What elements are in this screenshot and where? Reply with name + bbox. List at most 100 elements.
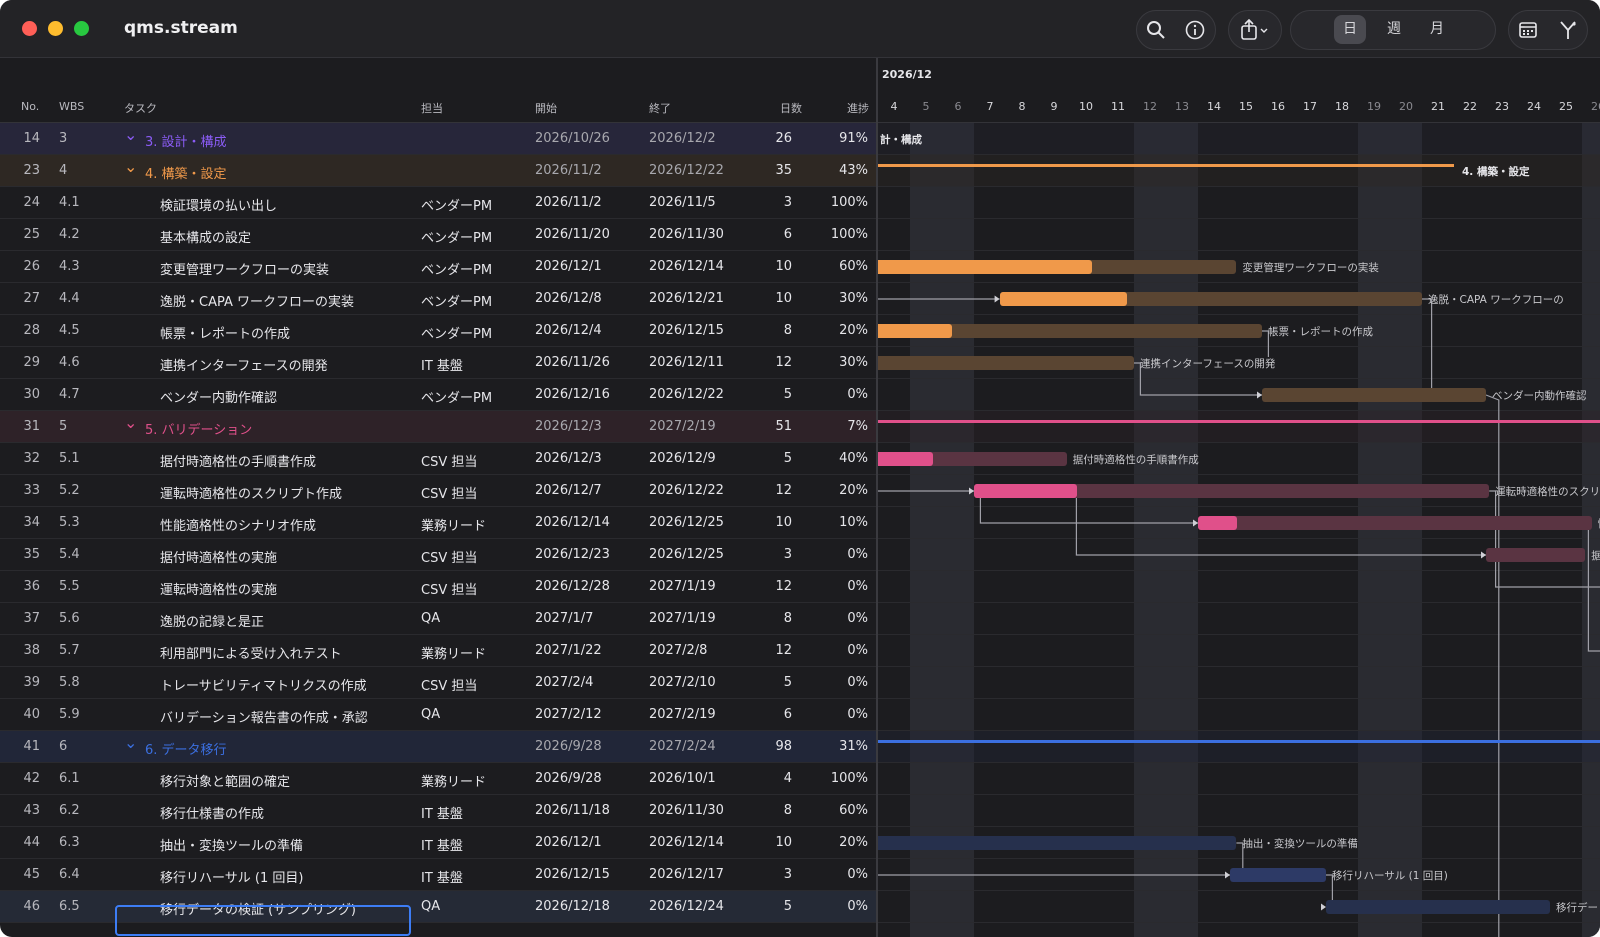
task-bar-label: 据付時適格性の手順書作成 (1072, 454, 1199, 466)
owner: CSV 担当 (421, 583, 478, 598)
chevron-down-icon[interactable]: ⌄ (124, 125, 138, 144)
task-row[interactable]: 40 5.9 バリデーション報告書の作成・承認 QA 2027/2/12 2027/2/1… (0, 699, 876, 731)
calendar-icon[interactable] (1513, 15, 1543, 45)
view-day-button[interactable]: 日 (1334, 15, 1366, 44)
task-row[interactable]: 32 5.1 据付時適格性の手順書作成 CSV 担当 2026/12/3 2026/12/… (0, 443, 876, 475)
task-name[interactable]: 逸脱の記録と是正 (160, 615, 265, 630)
task-bar[interactable] (974, 484, 1490, 498)
task-name[interactable]: 移行リハーサル (1 回目) (160, 871, 304, 886)
end-date: 2026/12/17 (649, 867, 724, 882)
task-row[interactable]: 38 5.7 利用部門による受け入れテスト 業務リード 2027/1/22 2027/2/… (0, 635, 876, 667)
task-bar[interactable] (1486, 548, 1586, 562)
task-row[interactable]: 36 5.5 運転時適格性の実施 CSV 担当 2026/12/28 2027/1/19 1… (0, 571, 876, 603)
group-row[interactable]: 23 4 4. 構築・設定 2026/11/2 2026/12/22 35 43% ⌄ (0, 155, 876, 187)
close-window-button[interactable] (22, 21, 37, 36)
task-bar[interactable] (1326, 900, 1550, 914)
zoom-window-button[interactable] (74, 21, 89, 36)
task-row[interactable]: 29 4.6 連携インターフェースの開発 IT 基盤 2026/11/26 2026/12… (0, 347, 876, 379)
branch-icon[interactable] (1553, 15, 1583, 45)
task-name[interactable]: トレーサビリティマトリクスの作成 (160, 679, 367, 694)
group-row[interactable]: 41 6 6. データ移行 2026/9/28 2027/2/24 98 31% ⌄ (0, 731, 876, 763)
group-row[interactable]: 31 5 5. バリデーション 2026/12/3 2027/2/19 51 7% ⌄ (0, 411, 876, 443)
task-row[interactable]: 43 6.2 移行仕様書の作成 IT 基盤 2026/11/18 2026/11/30 8 6… (0, 795, 876, 827)
task-bar[interactable] (878, 260, 1237, 274)
col-days[interactable]: 日数 (780, 102, 802, 115)
task-row[interactable]: 27 4.4 逸脱・CAPA ワークフローの実装 ベンダーPM 2026/12/8 202… (0, 283, 876, 315)
task-name[interactable]: 変更管理ワークフローの実装 (160, 263, 330, 278)
chevron-down-icon[interactable]: ⌄ (124, 733, 138, 752)
group-summary-bar[interactable] (878, 420, 1600, 423)
col-owner[interactable]: 担当 (421, 102, 443, 115)
task-name[interactable]: 6. データ移行 (145, 743, 227, 758)
task-name[interactable]: 基本構成の設定 (160, 231, 252, 246)
task-row[interactable]: 25 4.2 基本構成の設定 ベンダーPM 2026/11/20 2026/11/30 6 1… (0, 219, 876, 251)
task-row[interactable]: 44 6.3 抽出・変換ツールの準備 IT 基盤 2026/12/1 2026/12/14… (0, 827, 876, 859)
info-icon[interactable] (1180, 15, 1210, 45)
view-month-button[interactable]: 月 (1430, 21, 1444, 37)
task-bar[interactable] (999, 292, 1422, 306)
col-no[interactable]: No. (21, 100, 40, 113)
task-name[interactable]: 逸脱・CAPA ワークフローの実装 (160, 295, 355, 310)
task-row[interactable]: 39 5.8 トレーサビリティマトリクスの作成 CSV 担当 2027/2/4 2027/… (0, 667, 876, 699)
view-week-button[interactable]: 週 (1387, 21, 1401, 37)
task-name[interactable]: 4. 構築・設定 (145, 167, 227, 182)
group-summary-bar[interactable] (878, 164, 1454, 167)
task-bar[interactable] (878, 356, 1134, 370)
task-bar[interactable] (878, 324, 1262, 338)
col-progress[interactable]: 進捗 (847, 102, 869, 115)
chevron-down-icon[interactable]: ⌄ (124, 157, 138, 176)
end-date: 2026/12/14 (649, 835, 724, 850)
row-number: 28 (23, 323, 40, 338)
gantt-day-label: 7 (986, 100, 994, 113)
task-row[interactable]: 35 5.4 据付時適格性の実施 CSV 担当 2026/12/23 2026/12/25… (0, 539, 876, 571)
chevron-down-icon[interactable]: ⌄ (124, 413, 138, 432)
group-bar-label: 計・構成 (880, 134, 922, 146)
task-name[interactable]: 移行対象と範囲の確定 (160, 775, 291, 790)
row-number: 44 (23, 835, 40, 850)
task-name[interactable]: 3. 設計・構成 (145, 135, 227, 150)
task-name[interactable]: 抽出・変換ツールの準備 (160, 839, 304, 854)
col-task[interactable]: タスク (124, 102, 157, 115)
group-summary-bar[interactable] (878, 740, 1600, 743)
gantt-row (878, 251, 1600, 283)
task-bar[interactable] (1262, 388, 1486, 402)
task-name[interactable]: 運転時適格性の実施 (160, 583, 278, 598)
task-row[interactable]: 26 4.3 変更管理ワークフローの実装 ベンダーPM 2026/12/1 2026/12… (0, 251, 876, 283)
search-icon[interactable] (1141, 15, 1171, 45)
task-name[interactable]: 利用部門による受け入れテスト (160, 647, 342, 662)
col-wbs[interactable]: WBS (59, 100, 85, 113)
task-name[interactable]: 5. バリデーション (145, 423, 253, 438)
group-row[interactable]: 14 3 3. 設計・構成 2026/10/26 2026/12/2 26 91% ⌄ (0, 123, 876, 155)
task-name[interactable]: 連携インターフェースの開発 (160, 359, 328, 374)
col-end[interactable]: 終了 (649, 102, 671, 115)
end-date: 2026/12/24 (649, 899, 724, 914)
task-bar[interactable] (1198, 516, 1592, 530)
minimize-window-button[interactable] (48, 21, 63, 36)
task-name[interactable]: 帳票・レポートの作成 (160, 327, 291, 342)
task-name[interactable]: 運転時適格性のスクリプト作成 (160, 487, 343, 502)
task-row[interactable]: 42 6.1 移行対象と範囲の確定 業務リード 2026/9/28 2026/10/1 4 1… (0, 763, 876, 795)
task-row[interactable]: 45 6.4 移行リハーサル (1 回目) IT 基盤 2026/12/15 2026/1… (0, 859, 876, 891)
task-row[interactable]: 37 5.6 逸脱の記録と是正 QA 2027/1/7 2027/1/19 8 0% (0, 603, 876, 635)
col-start[interactable]: 開始 (535, 102, 557, 115)
end-date: 2026/12/2 (649, 131, 716, 146)
task-name[interactable]: 性能適格性のシナリオ作成 (160, 519, 317, 534)
task-name[interactable]: 検証環境の払い出し (160, 199, 278, 214)
task-bar[interactable] (878, 836, 1237, 850)
task-name[interactable]: 移行仕様書の作成 (160, 807, 265, 822)
task-bar[interactable] (878, 452, 1067, 466)
end-date: 2026/11/30 (649, 803, 724, 818)
task-bar[interactable] (1230, 868, 1326, 882)
progress-percent: 0% (847, 899, 868, 914)
share-icon[interactable] (1236, 15, 1276, 45)
split-divider[interactable] (876, 58, 878, 937)
task-row[interactable]: 34 5.3 性能適格性のシナリオ作成 業務リード 2026/12/14 2026/12/… (0, 507, 876, 539)
task-row[interactable]: 28 4.5 帳票・レポートの作成 ベンダーPM 2026/12/4 2026/12/15… (0, 315, 876, 347)
task-row[interactable]: 24 4.1 検証環境の払い出し ベンダーPM 2026/11/2 2026/11/5 3 1… (0, 187, 876, 219)
task-row[interactable]: 30 4.7 ベンダー内動作確認 ベンダーPM 2026/12/16 2026/12/22… (0, 379, 876, 411)
task-name[interactable]: ベンダー内動作確認 (160, 391, 278, 406)
task-row[interactable]: 33 5.2 運転時適格性のスクリプト作成 CSV 担当 2026/12/7 2026/1… (0, 475, 876, 507)
task-name[interactable]: 据付時適格性の手順書作成 (160, 455, 317, 470)
task-name[interactable]: 据付時適格性の実施 (160, 551, 278, 566)
task-name[interactable]: バリデーション報告書の作成・承認 (160, 711, 368, 726)
